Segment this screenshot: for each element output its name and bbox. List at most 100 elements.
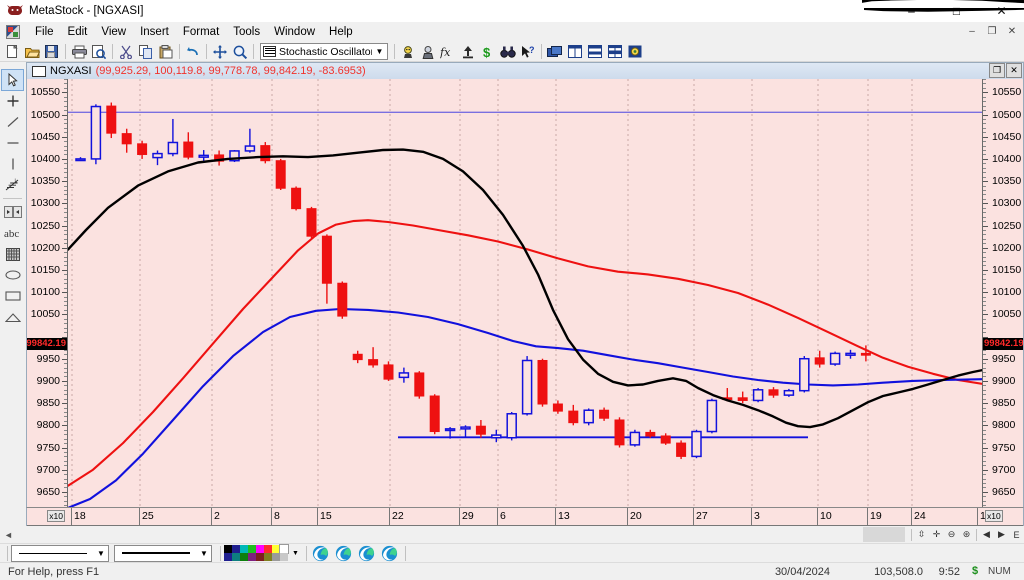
close-button[interactable]: ✕ xyxy=(996,4,1007,18)
chevron-down-icon[interactable]: ▼ xyxy=(200,548,208,558)
edge-icon[interactable] xyxy=(381,545,400,562)
new-window-icon[interactable] xyxy=(545,43,565,61)
color-swatch[interactable] xyxy=(280,553,288,561)
menu-item-insert[interactable]: Insert xyxy=(140,26,169,38)
horizontal-line-tool[interactable] xyxy=(2,133,23,153)
triangle-tool[interactable] xyxy=(2,307,23,327)
edge-icon[interactable] xyxy=(335,545,354,562)
color-swatch[interactable] xyxy=(240,545,248,553)
format-toolbar[interactable]: ▼ ▼ ▼ xyxy=(0,543,1024,562)
dollar-icon[interactable]: $ xyxy=(478,43,498,61)
open-folder-icon[interactable] xyxy=(22,43,42,61)
expand-vertical-button[interactable]: ⇳ xyxy=(917,529,926,539)
chevron-down-icon[interactable]: ▼ xyxy=(97,548,105,558)
indicator-select[interactable]: Stochastic Oscillator ▼ xyxy=(260,43,388,60)
print-preview-icon[interactable] xyxy=(89,43,109,61)
cycle-lines-tool[interactable] xyxy=(2,202,23,222)
expert-advisor-icon[interactable] xyxy=(398,43,418,61)
crosshair-tool[interactable] xyxy=(2,91,23,111)
color-swatch[interactable] xyxy=(224,553,232,561)
palette-row-2[interactable] xyxy=(224,553,288,561)
cut-scissors-icon[interactable] xyxy=(116,43,136,61)
color-swatch[interactable] xyxy=(232,553,240,561)
color-swatch[interactable] xyxy=(272,545,280,553)
step-back-button[interactable]: ◀ xyxy=(983,529,990,539)
mdi-close-button[interactable]: ✕ xyxy=(1007,25,1017,37)
mdi-restore-button[interactable]: ❐ xyxy=(987,25,997,37)
menu-item-edit[interactable]: Edit xyxy=(67,26,88,38)
ellipse-tool[interactable] xyxy=(2,265,23,285)
move-button[interactable]: ✛ xyxy=(932,529,941,539)
main-toolbar[interactable]: Stochastic Oscillator ▼ fx $ ? xyxy=(0,42,1024,62)
window-titlebar[interactable]: MetaStock - [NGXASI] – □ ✕ xyxy=(0,0,1024,22)
tile-grid-icon[interactable] xyxy=(605,43,625,61)
zoom-reset-button[interactable]: ⊛ xyxy=(962,529,971,539)
menu-item-window[interactable]: Window xyxy=(274,26,316,38)
menu-item-format[interactable]: Format xyxy=(182,26,220,38)
binoculars-icon[interactable] xyxy=(498,43,518,61)
tile-vertical-icon[interactable] xyxy=(565,43,585,61)
color-swatch[interactable] xyxy=(264,545,272,553)
line-style-select[interactable]: ▼ xyxy=(11,544,109,562)
smart-charts-icon[interactable] xyxy=(210,43,230,61)
menu-item-file[interactable]: File xyxy=(35,26,54,38)
candlestick-plot[interactable] xyxy=(67,79,983,522)
color-swatch[interactable] xyxy=(232,545,240,553)
color-palette[interactable] xyxy=(224,544,289,561)
menu-item-tools[interactable]: Tools xyxy=(233,26,261,38)
pointer-tool[interactable] xyxy=(1,69,24,91)
step-forward-button[interactable]: ▶ xyxy=(998,529,1005,539)
copy-icon[interactable] xyxy=(136,43,156,61)
scroll-left-button[interactable]: ◄ xyxy=(0,526,17,543)
color-swatch[interactable] xyxy=(279,544,289,554)
explorer-icon[interactable] xyxy=(418,43,438,61)
color-swatch[interactable] xyxy=(240,553,248,561)
grid-tool[interactable] xyxy=(2,244,23,264)
text-tool[interactable]: abc xyxy=(2,223,23,243)
new-icon[interactable] xyxy=(2,43,22,61)
chart-restore-button[interactable]: ❐ xyxy=(989,63,1005,78)
edge-icon[interactable] xyxy=(312,545,331,562)
tile-horizontal-icon[interactable] xyxy=(585,43,605,61)
vertical-line-tool[interactable] xyxy=(2,154,23,174)
color-swatch[interactable] xyxy=(248,545,256,553)
mdi-minimize-button[interactable]: – xyxy=(969,25,975,37)
scrollbar-thumb[interactable] xyxy=(863,527,905,542)
color-swatch[interactable] xyxy=(248,553,256,561)
color-swatch[interactable] xyxy=(264,553,272,561)
edge-icon[interactable] xyxy=(358,545,377,562)
color-swatch[interactable] xyxy=(224,545,232,553)
end-button[interactable]: E xyxy=(1013,529,1020,540)
zoom-magnifier-icon[interactable] xyxy=(230,43,250,61)
chart-window-titlebar[interactable]: NGXASI (99,925.29, 100,119.8, 99,778.78,… xyxy=(26,62,1024,79)
chart-plot-wrapper[interactable]: 10550 10500 10450 10400 10350 10300 10250 10200… xyxy=(26,79,1024,523)
system-tester-icon[interactable] xyxy=(458,43,478,61)
y-axis-right[interactable]: 10550 10500 10450 10400 10350 10300 10250 10200… xyxy=(983,79,1023,522)
fibonacci-tool[interactable]: L xyxy=(2,175,23,195)
paste-icon[interactable] xyxy=(156,43,176,61)
trendline-tool[interactable] xyxy=(2,112,23,132)
arrange-icons-icon[interactable] xyxy=(625,43,645,61)
function-fx-icon[interactable]: fx xyxy=(438,43,458,61)
line-weight-select[interactable]: ▼ xyxy=(114,544,212,562)
drawing-toolbar[interactable]: L abc xyxy=(0,68,25,523)
menu-item-help[interactable]: Help xyxy=(329,26,353,38)
color-swatch[interactable] xyxy=(256,545,264,553)
print-icon[interactable] xyxy=(69,43,89,61)
chart-horizontal-scrollbar[interactable]: ◄ › ⇕ D ⇳ ✛ ⊖ ⊛ ◀ ▶ E xyxy=(0,526,1024,543)
menu-item-view[interactable]: View xyxy=(101,26,127,38)
y-axis-left[interactable]: 10550 10500 10450 10400 10350 10300 10250 10200… xyxy=(27,79,67,522)
undo-icon[interactable] xyxy=(183,43,203,61)
mdi-window-controls[interactable]: – ❐ ✕ xyxy=(962,23,1022,39)
chart-window-controls[interactable]: ❐ ✕ xyxy=(988,63,1022,78)
chevron-down-icon[interactable]: ▼ xyxy=(292,549,299,557)
save-icon[interactable] xyxy=(42,43,62,61)
chevron-down-icon[interactable]: ▼ xyxy=(375,47,384,56)
help-pointer-icon[interactable]: ? xyxy=(518,43,538,61)
chart-close-button[interactable]: ✕ xyxy=(1006,63,1022,78)
palette-row-1[interactable] xyxy=(224,544,289,554)
menu-bar[interactable]: File Edit View Insert Format Tools Windo… xyxy=(0,22,1024,42)
color-swatch[interactable] xyxy=(256,553,264,561)
color-swatch[interactable] xyxy=(272,553,280,561)
zoom-out-button[interactable]: ⊖ xyxy=(947,529,956,539)
